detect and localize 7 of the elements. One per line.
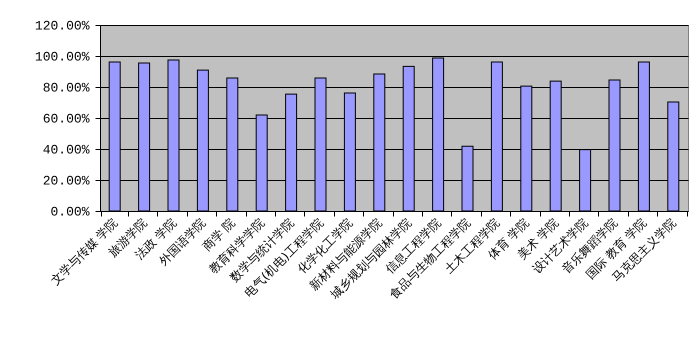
y-tick-label: 60.00% bbox=[42, 112, 90, 126]
y-tick-label: 80.00% bbox=[42, 80, 90, 96]
y-tick-label: 120.00% bbox=[34, 18, 90, 34]
y-tick-label: 20.00% bbox=[42, 174, 90, 188]
y-tick-label: 0.00% bbox=[50, 204, 90, 220]
y-tick-label: 40.00% bbox=[42, 142, 90, 158]
y-tick-label: 100.00% bbox=[34, 50, 90, 64]
